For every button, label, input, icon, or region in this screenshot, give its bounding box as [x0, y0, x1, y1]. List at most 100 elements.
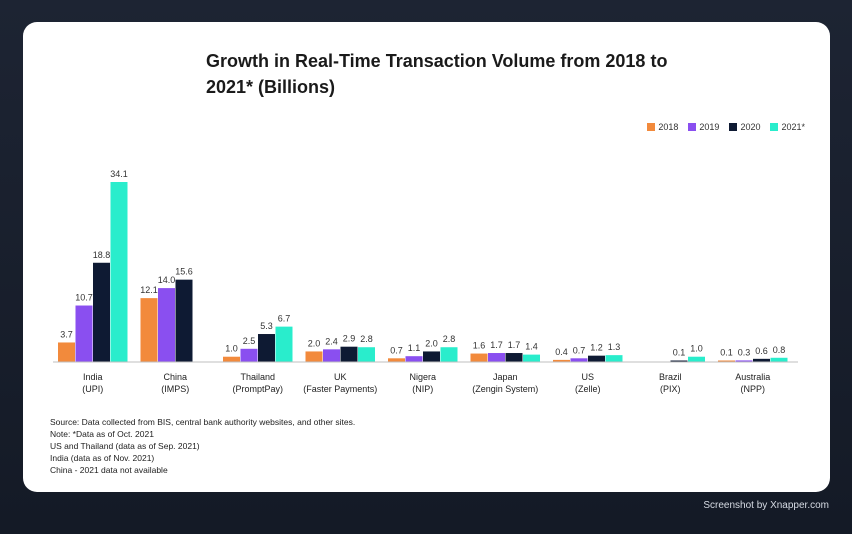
data-label: 2.8 — [360, 334, 373, 344]
bar-us-2018 — [553, 359, 570, 362]
data-label: 1.1 — [408, 343, 421, 353]
legend-label-2018: 2018 — [658, 122, 679, 132]
x-tick-sublabel: (PIX) — [660, 384, 681, 394]
legend-swatch-2020 — [729, 123, 738, 131]
bar-australia-2018 — [718, 360, 735, 362]
x-tick-label: China — [163, 372, 187, 382]
note-line: India (data as of Nov. 2021) — [50, 453, 155, 463]
screenshot-credit: Screenshot by Xnapper.com — [703, 500, 829, 511]
x-tick-sublabel: (IMPS) — [161, 384, 189, 394]
x-tick-label: Nigera — [409, 372, 436, 382]
data-label: 12.1 — [140, 285, 158, 295]
bar-japan-2020 — [505, 353, 523, 362]
bar-japan-2018 — [470, 353, 488, 362]
bar-australia-2020 — [753, 358, 770, 362]
data-label: 2.8 — [443, 334, 456, 344]
legend-item-2020: 2020 — [729, 122, 760, 132]
bar-china-2020 — [175, 279, 193, 362]
legend-label-2021: 2021* — [781, 122, 805, 132]
bar-india-2020 — [93, 262, 110, 362]
bar-australia-2021 — [770, 357, 788, 362]
bar-nigera-2019 — [405, 356, 423, 362]
x-tick-sublabel: (UPI) — [82, 384, 103, 394]
data-label: 34.1 — [110, 169, 128, 179]
bar-uk-2020 — [340, 346, 358, 362]
legend-swatch-2019 — [688, 123, 697, 131]
data-label: 3.7 — [60, 329, 73, 339]
x-tick-sublabel: (PromptPay) — [232, 384, 283, 394]
data-label: 5.3 — [260, 321, 273, 331]
data-label: 1.7 — [490, 340, 503, 350]
bar-india-2021 — [110, 182, 128, 362]
note-line: US and Thailand (data as of Sep. 2021) — [50, 441, 200, 451]
x-tick-sublabel: (NIP) — [412, 384, 433, 394]
bar-us-2020 — [588, 355, 605, 362]
bar-uk-2021 — [358, 347, 375, 362]
bar-chart-plot: 3.7 10.7 18.8 34.1 India (UPI) 12.114.015.6 Chi… — [53, 169, 798, 394]
data-label: 2.4 — [325, 336, 338, 346]
bar-thailand-2021 — [275, 326, 293, 362]
bar-nigera-2021 — [440, 347, 458, 362]
x-tick-label: US — [581, 372, 594, 382]
bar-brazil-2021 — [688, 356, 705, 362]
bar-nigera-2020 — [423, 351, 440, 362]
data-label: 1.0 — [690, 344, 703, 354]
x-tick-label: Japan — [493, 372, 518, 382]
bar-japan-2019 — [488, 353, 505, 362]
bar-india-2018 — [58, 342, 75, 362]
note-line: Source: Data collected from BIS, central… — [50, 417, 356, 427]
bar-thailand-2019 — [240, 348, 258, 362]
legend-label-2020: 2020 — [740, 122, 761, 132]
data-label: 1.0 — [225, 344, 238, 354]
bar-us-2019 — [570, 358, 588, 362]
legend-swatch-2021 — [770, 123, 779, 131]
data-label: 0.6 — [755, 346, 768, 356]
note-line: China - 2021 data not available — [50, 465, 168, 475]
chart-title: Growth in Real-Time Transaction Volume f… — [206, 51, 668, 97]
data-label: 14.0 — [158, 275, 176, 285]
bar-brazil-2020 — [670, 360, 688, 362]
data-label: 0.4 — [555, 347, 568, 357]
bar-australia-2019 — [735, 360, 753, 362]
x-tick-sublabel: (Zengin System) — [472, 384, 538, 394]
bar-japan-2021 — [523, 354, 540, 362]
bar-china-2018 — [140, 298, 158, 362]
data-label: 2.0 — [308, 338, 321, 348]
data-label: 0.7 — [573, 345, 586, 355]
legend-label-2019: 2019 — [699, 122, 720, 132]
x-tick-sublabel: (NPP) — [741, 384, 766, 394]
legend-swatch-2018 — [647, 123, 656, 131]
data-label: 1.3 — [608, 342, 621, 352]
bar-india-2019 — [75, 305, 93, 362]
bar-nigera-2018 — [388, 358, 405, 362]
legend-item-2021: 2021* — [770, 122, 805, 132]
data-label: 10.7 — [75, 293, 93, 303]
data-label: 18.8 — [93, 250, 111, 260]
data-label: 6.7 — [278, 314, 291, 324]
data-label: 1.2 — [590, 343, 603, 353]
x-tick-sublabel: (Faster Payments) — [303, 384, 377, 394]
bar-thailand-2020 — [258, 334, 275, 362]
bar-uk-2019 — [323, 349, 340, 362]
data-label: 0.8 — [773, 345, 786, 355]
data-label: 1.6 — [473, 341, 486, 351]
source-notes: Source: Data collected from BIS, central… — [50, 416, 355, 476]
legend-item-2019: 2019 — [688, 122, 719, 132]
data-label: 0.7 — [390, 345, 403, 355]
legend-item-2018: 2018 — [647, 122, 678, 132]
x-tick-label: UK — [334, 372, 347, 382]
x-tick-label: Thailand — [240, 372, 275, 382]
bar-thailand-2018 — [223, 356, 240, 362]
bar-china-2019 — [158, 288, 175, 362]
data-label: 1.7 — [508, 340, 521, 350]
chart-legend: 2018 2019 2020 2021* — [647, 122, 805, 132]
data-label: 2.0 — [425, 338, 438, 348]
note-line: Note: *Data as of Oct. 2021 — [50, 429, 154, 439]
data-label: 15.6 — [175, 267, 193, 277]
data-label: 0.1 — [720, 348, 733, 358]
data-label: 2.9 — [343, 334, 356, 344]
chart-card: Growth in Real-Time Transaction Volume f… — [23, 22, 830, 492]
x-tick-sublabel: (Zelle) — [575, 384, 601, 394]
data-label: 0.3 — [738, 347, 751, 357]
data-label: 1.4 — [525, 342, 538, 352]
